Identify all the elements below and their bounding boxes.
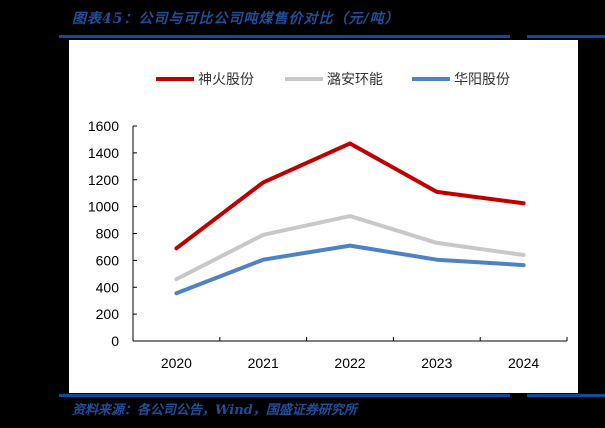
y-tick-label: 800 xyxy=(96,226,120,242)
source-note: 资料来源：各公司公告，Wind，国盛证券研究所 xyxy=(72,403,357,418)
y-tick-label: 1600 xyxy=(88,118,119,134)
series-lines xyxy=(174,141,526,296)
series-line xyxy=(174,141,526,251)
series-line xyxy=(174,243,526,296)
y-tick-label: 600 xyxy=(96,252,120,268)
legend-label: 神火股份 xyxy=(198,71,254,87)
legend: 神火股份 潞安环能 华阳股份 xyxy=(156,71,510,87)
x-tick-label: 2020 xyxy=(161,355,192,371)
y-tick-label: 1000 xyxy=(88,199,119,215)
x-axis: 2020 2021 2022 2023 2024 xyxy=(133,337,568,371)
x-tick-label: 2024 xyxy=(508,355,539,371)
legend-label: 潞安环能 xyxy=(327,71,383,87)
bottom-rule-tail xyxy=(527,394,605,397)
top-rule-tail xyxy=(527,35,605,38)
legend-label: 华阳股份 xyxy=(454,71,510,87)
y-axis: 0 200 400 600 800 1000 1200 1400 1600 xyxy=(88,118,137,349)
x-tick-label: 2021 xyxy=(248,355,279,371)
x-tick-label: 2022 xyxy=(334,355,365,371)
chart-panel xyxy=(69,40,578,393)
series-line xyxy=(174,214,526,282)
y-tick-label: 200 xyxy=(96,306,120,322)
chart-title: 图表45：公司与可比公司吨煤售价对比（元/吨） xyxy=(72,11,400,27)
y-tick-label: 1400 xyxy=(88,145,119,161)
x-tick-label: 2023 xyxy=(421,355,452,371)
y-tick-label: 400 xyxy=(96,279,120,295)
y-tick-label: 1200 xyxy=(88,172,119,188)
top-rule xyxy=(59,35,510,38)
y-tick-label: 0 xyxy=(111,333,119,349)
bottom-rule xyxy=(59,394,510,397)
